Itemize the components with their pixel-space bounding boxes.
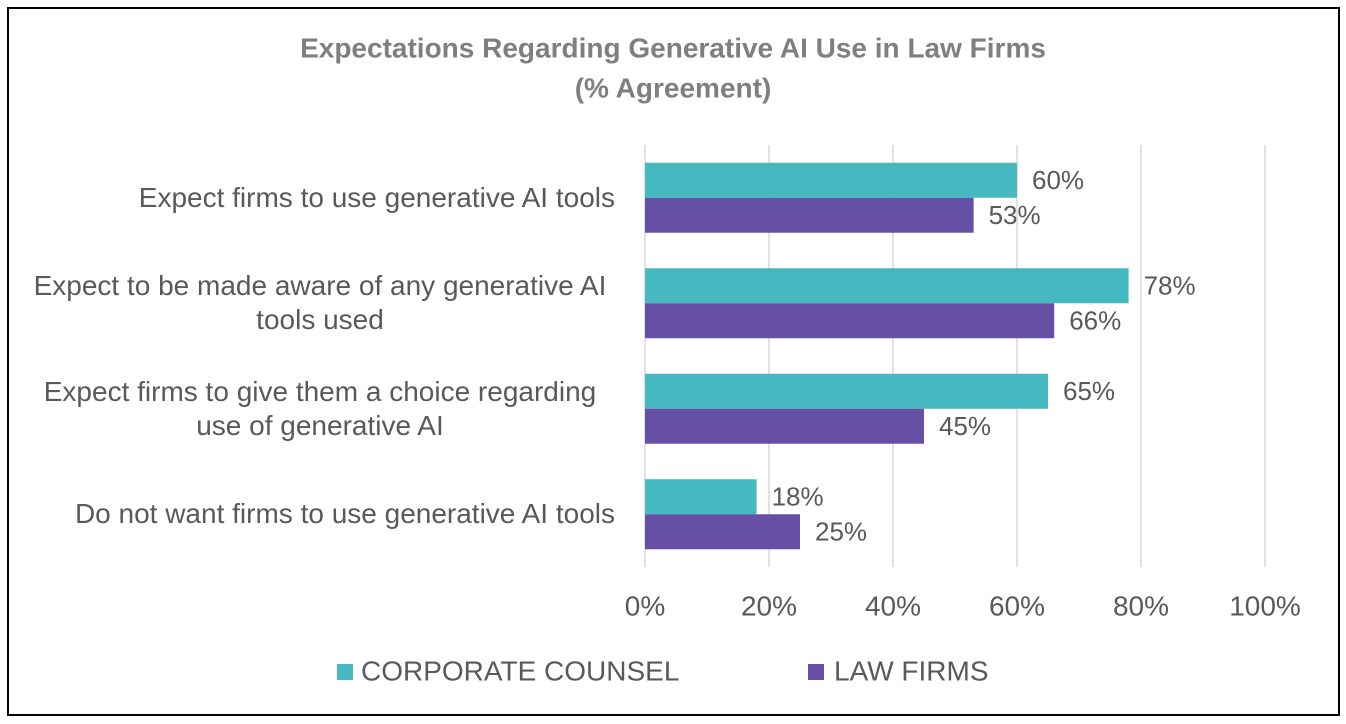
y-tick-label: Expect to be made aware of any generativ… bbox=[33, 270, 607, 336]
y-tick-label: Expect firms to give them a choice regar… bbox=[43, 375, 597, 441]
x-tick-label: 40% bbox=[865, 590, 921, 621]
category-label-box: Expect firms to use generative AI tools bbox=[20, 145, 615, 251]
bar bbox=[645, 268, 1129, 304]
legend-swatch bbox=[808, 664, 824, 680]
data-label: 65% bbox=[1063, 376, 1115, 406]
chart-border bbox=[7, 7, 1340, 716]
x-tick-label: 60% bbox=[989, 590, 1045, 621]
x-tick-label: 100% bbox=[1229, 590, 1301, 621]
data-label: 53% bbox=[989, 200, 1041, 230]
legend-label: LAW FIRMS bbox=[834, 655, 989, 686]
chart-subtitle: (% Agreement) bbox=[575, 72, 772, 103]
category-label-box: Do not want firms to use generative AI t… bbox=[20, 462, 615, 568]
x-tick-label: 20% bbox=[741, 590, 797, 621]
bar bbox=[645, 479, 757, 515]
data-label: 45% bbox=[939, 411, 991, 441]
chart-title: Expectations Regarding Generative AI Use… bbox=[300, 32, 1046, 63]
data-label: 66% bbox=[1069, 306, 1121, 336]
bar bbox=[645, 197, 974, 233]
bar bbox=[645, 162, 1017, 198]
bar bbox=[645, 303, 1055, 339]
bar bbox=[645, 408, 924, 444]
data-label: 78% bbox=[1144, 271, 1196, 301]
legend-swatch bbox=[337, 664, 353, 680]
x-tick-label: 0% bbox=[625, 590, 665, 621]
x-tick-label: 80% bbox=[1113, 590, 1169, 621]
data-label: 60% bbox=[1032, 165, 1084, 195]
category-label-box: Expect to be made aware of any generativ… bbox=[20, 251, 615, 357]
bar bbox=[645, 373, 1048, 409]
category-label-box: Expect firms to give them a choice regar… bbox=[20, 356, 615, 462]
legend-label: CORPORATE COUNSEL bbox=[361, 655, 679, 686]
bar bbox=[645, 514, 800, 550]
data-label: 18% bbox=[772, 482, 824, 512]
data-label: 25% bbox=[815, 517, 867, 547]
y-tick-label: Do not want firms to use generative AI t… bbox=[74, 498, 615, 530]
y-tick-label: Expect firms to use generative AI tools bbox=[138, 181, 615, 213]
